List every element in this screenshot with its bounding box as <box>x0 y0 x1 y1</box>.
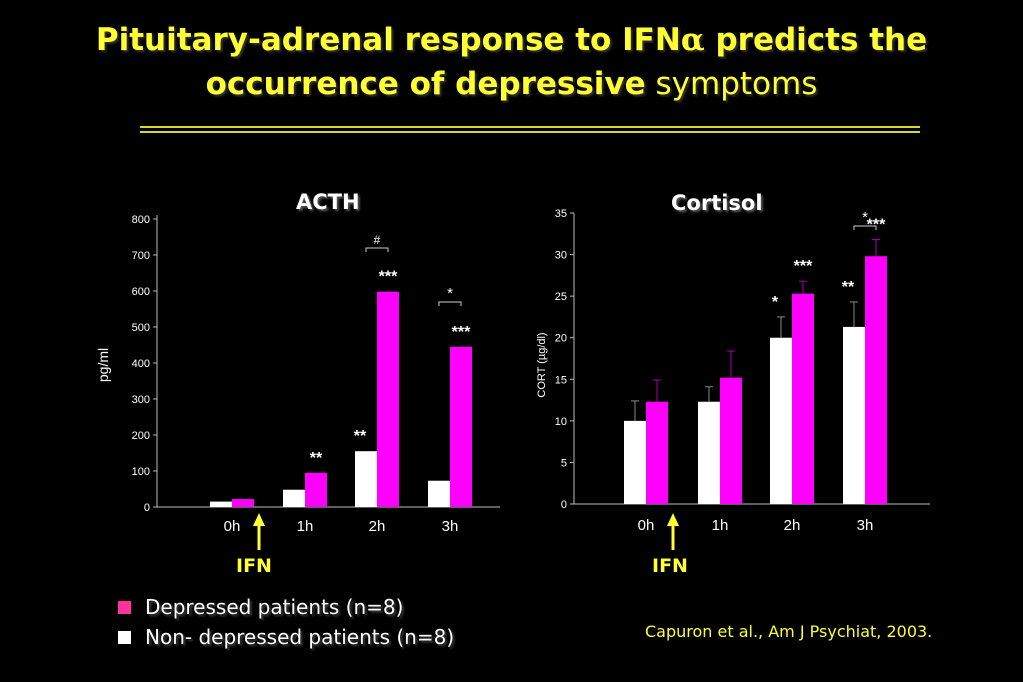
acth-significance-label-2h: *** <box>379 269 398 286</box>
acth-y-tick-label: 100 <box>132 466 150 478</box>
citation: Capuron et al., Am J Psychiat, 2003. <box>645 622 933 641</box>
cortisol-bar-non-depressed-1h <box>698 401 720 504</box>
cortisol-significance-bracket-3h <box>853 225 877 230</box>
acth-bar-depressed-2h <box>377 291 399 507</box>
title-line-2: occurrence of depressive symptoms <box>20 62 1003 106</box>
acth-x-tick-label: 2h <box>369 518 386 535</box>
title-text-4: symptoms <box>645 66 818 102</box>
cortisol-bar-depressed-3h <box>865 256 887 504</box>
acth-bar-non-depressed-3h <box>428 480 450 507</box>
cortisol-significance-label-3h: ** <box>842 279 855 296</box>
acth-significance-bracket-2h <box>365 247 389 252</box>
legend-item-depressed: Depressed patients (n=8) <box>118 595 403 619</box>
cortisol-bar-non-depressed-3h <box>843 326 865 504</box>
cortisol-y-tick-label: 0 <box>561 499 567 511</box>
acth-bar-depressed-1h <box>305 472 327 507</box>
acth-bar-non-depressed-2h <box>355 451 377 507</box>
acth-bar-depressed-3h <box>450 346 472 507</box>
title-text-3: occurrence of depressive <box>205 66 646 102</box>
legend-item-non-depressed: Non- depressed patients (n=8) <box>118 625 454 649</box>
title-text-1: Pituitary-adrenal response to IFN <box>95 22 681 58</box>
cortisol-y-tick-label: 10 <box>555 416 567 428</box>
acth-x-tick-label: 3h <box>442 518 459 535</box>
acth-y-tick-label: 400 <box>132 358 150 370</box>
alpha-symbol: α <box>680 22 705 58</box>
cortisol-y-axis-label: CORT (µg/dl) <box>536 332 548 397</box>
cortisol-bar-depressed-1h <box>720 377 742 504</box>
acth-bar-non-depressed-0h <box>210 501 232 507</box>
acth-bar-non-depressed-1h <box>283 489 305 507</box>
acth-x-tick-label: 1h <box>297 518 314 535</box>
acth-y-tick-label: 700 <box>132 250 150 262</box>
cortisol-x-tick-label: 0h <box>638 517 655 534</box>
slide-title: Pituitary-adrenal response to IFNα predi… <box>20 18 1003 106</box>
acth-y-tick-label: 300 <box>132 394 150 406</box>
acth-y-tick-label: 500 <box>132 322 150 334</box>
acth-x-tick-label: 0h <box>224 518 241 535</box>
cortisol-ifn-arrow-head-icon <box>667 513 679 526</box>
acth-significance-label-3h: *** <box>452 324 471 341</box>
acth-ifn-arrow-head-icon <box>253 513 265 526</box>
acth-y-tick-label: 200 <box>132 430 150 442</box>
ifn-label-acth: IFN <box>236 555 272 577</box>
title-rule-top <box>140 126 920 128</box>
acth-y-tick-label: 0 <box>144 502 150 514</box>
acth-bar-depressed-0h <box>232 499 254 507</box>
legend-swatch-non-depressed <box>118 630 131 644</box>
acth-y-tick-label: 800 <box>132 214 150 226</box>
cortisol-y-tick-label: 5 <box>561 457 567 469</box>
cortisol-y-tick-label: 20 <box>555 333 567 345</box>
cortisol-significance-label-2h: * <box>772 294 779 311</box>
ifn-label-cortisol: IFN <box>652 555 688 577</box>
acth-significance-label-1h: ** <box>310 450 323 467</box>
cortisol-y-tick-label: 15 <box>555 374 567 386</box>
title-line-1: Pituitary-adrenal response to IFNα predi… <box>20 18 1003 62</box>
cortisol-y-tick-label: 30 <box>555 250 567 262</box>
cortisol-bar-non-depressed-2h <box>770 337 792 504</box>
cortisol-x-tick-label: 3h <box>857 517 874 534</box>
cortisol-bar-depressed-2h <box>792 293 814 504</box>
cortisol-y-tick-label: 25 <box>555 291 567 303</box>
cortisol-x-tick-label: 1h <box>712 517 729 534</box>
cortisol-chart-title: Cortisol <box>671 191 763 215</box>
cortisol-bar-non-depressed-0h <box>624 420 646 504</box>
title-text-2: predicts the <box>704 22 928 58</box>
acth-y-axis-label: pg/ml <box>95 348 111 382</box>
cortisol-bar-depressed-0h <box>646 401 668 504</box>
acth-chart-title: ACTH <box>296 190 360 214</box>
legend-label-non-depressed: Non- depressed patients (n=8) <box>145 625 455 649</box>
acth-significance-bracket-3h <box>438 301 462 306</box>
legend-swatch-depressed <box>118 600 131 614</box>
cortisol-significance-label-3h: *** <box>867 217 886 234</box>
acth-significance-label-2h: ** <box>354 428 367 445</box>
acth-bracket-label-3h: * <box>447 285 453 302</box>
acth-y-tick-label: 600 <box>132 286 150 298</box>
title-rule-bottom <box>140 131 920 133</box>
acth-bracket-label-2h: # <box>374 233 381 247</box>
cortisol-bracket-label-3h: * <box>862 209 868 226</box>
cortisol-x-tick-label: 2h <box>784 517 801 534</box>
legend-label-depressed: Depressed patients (n=8) <box>145 595 404 619</box>
cortisol-significance-label-2h: *** <box>794 258 813 275</box>
cortisol-y-tick-label: 35 <box>555 208 567 220</box>
